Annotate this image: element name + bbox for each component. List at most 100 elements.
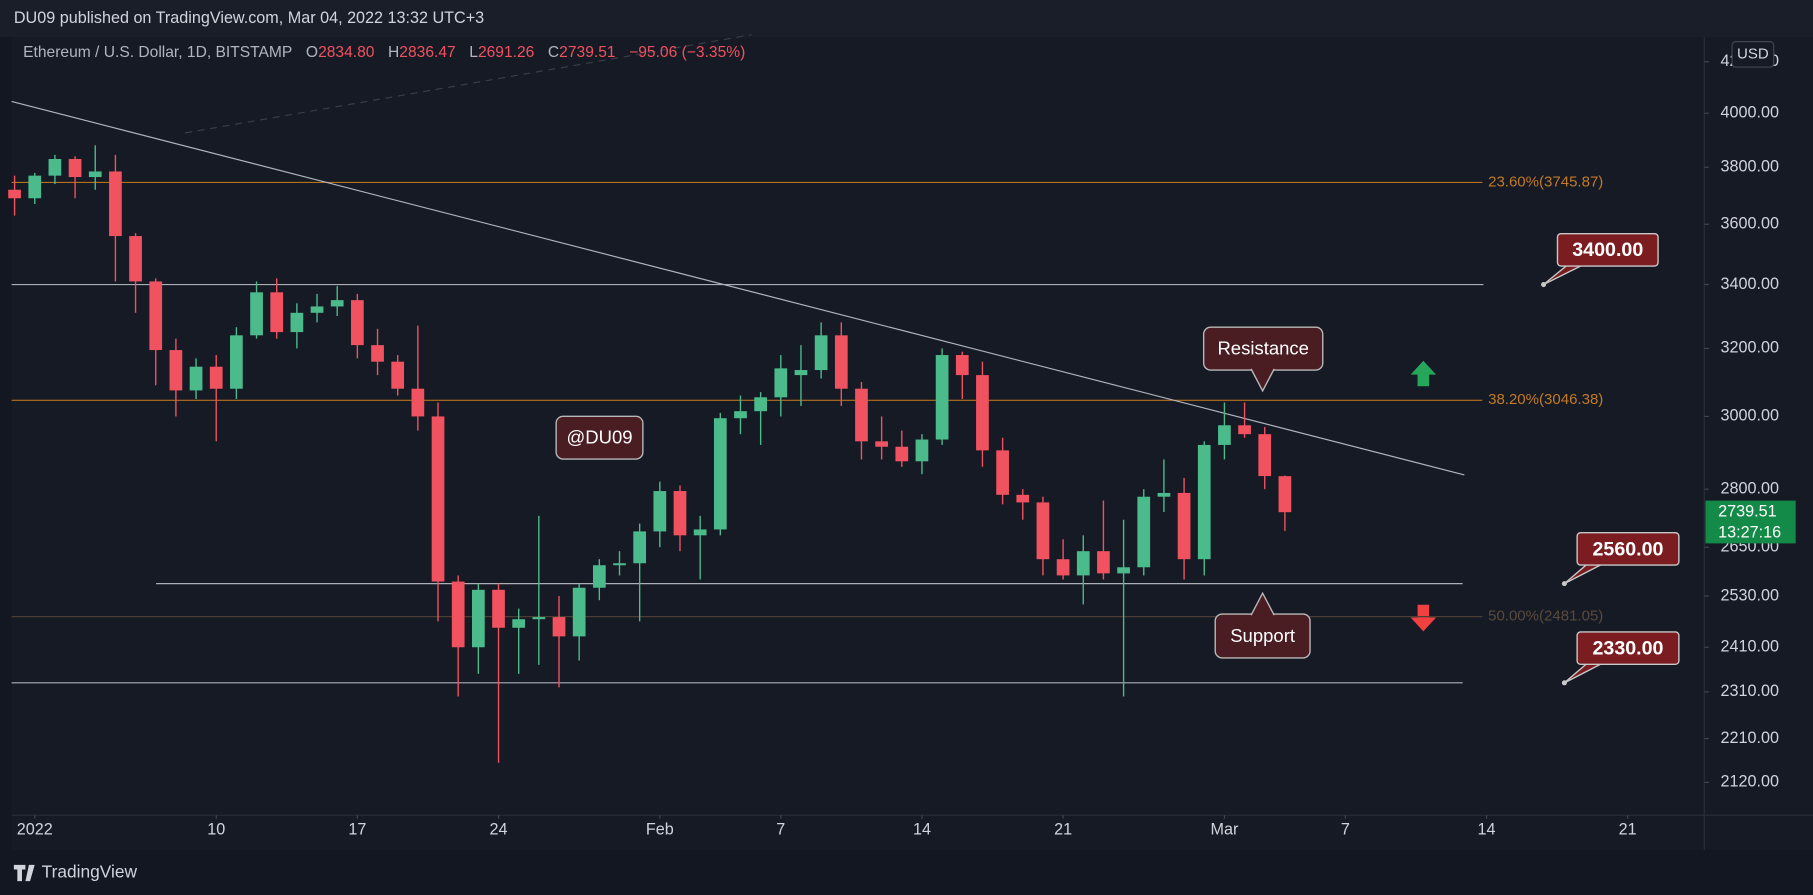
candle-body <box>250 292 263 336</box>
candle-body <box>774 368 788 398</box>
candle-body <box>1218 425 1231 445</box>
candle-body <box>149 281 163 351</box>
note: Resistance <box>1202 326 1324 393</box>
legend-key: O <box>306 44 318 61</box>
candle-body <box>330 300 344 307</box>
candle-body <box>129 236 142 282</box>
x-tick-label: 7 <box>776 821 785 839</box>
y-tick-label: 4000.00 <box>1721 104 1779 122</box>
candle-body <box>411 388 425 417</box>
fib-label: 50.00%(2481.05) <box>1488 608 1603 625</box>
candle-body <box>1258 434 1272 477</box>
candle-body <box>976 375 989 451</box>
x-tick-label: 14 <box>1478 821 1496 839</box>
candle-body <box>68 159 82 178</box>
level-callout: 3400.00 <box>1541 232 1659 288</box>
candle-body <box>290 312 304 333</box>
currency-button[interactable]: USD <box>1731 41 1775 68</box>
candle-body <box>48 159 62 176</box>
candle-body <box>351 300 364 346</box>
x-tick-label: 21 <box>1054 821 1072 839</box>
x-tick-label: 24 <box>490 821 508 839</box>
candle-body <box>1097 551 1110 574</box>
y-tick-label: 2800.00 <box>1721 479 1779 497</box>
candle-body <box>955 355 969 376</box>
x-tick-label: 10 <box>207 821 225 839</box>
logo <box>13 864 35 882</box>
level-callout: 2330.00 <box>1561 631 1680 686</box>
note: Support <box>1214 591 1311 659</box>
legend-title: Ethereum / U.S. Dollar, 1D, BITSTAMP <box>23 44 292 61</box>
legend-key: H <box>388 44 399 61</box>
candle-body <box>471 589 485 648</box>
y-tick-label: 3000.00 <box>1721 407 1779 425</box>
currency-label[interactable]: USD <box>1737 45 1769 62</box>
down-arrow <box>1410 604 1437 632</box>
x-tick-label: 14 <box>913 821 931 839</box>
candle-body <box>1056 559 1070 576</box>
candle-body <box>431 416 445 582</box>
time-axis <box>11 815 1705 850</box>
y-tick-label: 3600.00 <box>1721 215 1779 233</box>
note-pointer <box>1250 591 1275 616</box>
callout-anchor <box>1561 680 1567 686</box>
legend-value: 2691.26 <box>478 44 534 61</box>
candle-body <box>310 306 324 313</box>
note-pointer <box>1250 368 1275 393</box>
y-tick-label: 2210.00 <box>1721 729 1779 747</box>
note-label: @DU09 <box>566 427 632 448</box>
candle-body <box>875 441 888 447</box>
callout-label: 2560.00 <box>1593 538 1664 560</box>
legend-value: 2834.80 <box>318 44 375 61</box>
level-callout: 2560.00 <box>1561 532 1680 587</box>
price-axis <box>1704 37 1813 850</box>
candle-body <box>814 335 828 371</box>
callout-label: 2330.00 <box>1593 637 1664 659</box>
candle-body <box>371 345 384 362</box>
candle-body <box>895 446 909 462</box>
callout-anchor <box>1561 581 1567 587</box>
y-tick-label: 3400.00 <box>1721 275 1779 293</box>
candle-body <box>209 366 223 389</box>
last-price-tag <box>1705 500 1796 544</box>
fib-label: 23.60%(3745.87) <box>1488 173 1603 190</box>
x-tick-label: Mar <box>1210 821 1238 839</box>
x-tick-label: 2022 <box>17 821 53 839</box>
y-tick-label: 2120.00 <box>1721 773 1779 791</box>
note-box <box>555 415 644 460</box>
y-tick-label: 2410.00 <box>1721 638 1779 656</box>
callout-box <box>1556 232 1659 267</box>
candle-body <box>1117 567 1130 574</box>
last-price-label: 2739.51 <box>1718 502 1776 520</box>
footer-text: TradingView <box>42 862 138 882</box>
candle-body <box>451 581 465 648</box>
candle-body <box>693 529 707 536</box>
candle-body <box>653 491 667 532</box>
x-tick-label: 7 <box>1341 821 1350 839</box>
x-tick-label: 17 <box>348 821 366 839</box>
callout-label: 3400.00 <box>1572 239 1643 261</box>
candle-body <box>1137 496 1151 568</box>
candle-body <box>1157 492 1171 497</box>
candle-body <box>592 565 606 588</box>
candle-body <box>834 335 848 389</box>
countdown-label: 13:27:16 <box>1718 523 1781 541</box>
x-tick-label: Feb <box>646 821 674 839</box>
note: @DU09 <box>555 415 644 460</box>
candle-body <box>169 350 183 391</box>
candle-body <box>1177 492 1191 560</box>
candle-body <box>492 589 505 628</box>
x-tick-label: 21 <box>1619 821 1637 839</box>
candle-body <box>88 171 102 178</box>
y-tick-label: 2530.00 <box>1721 586 1779 604</box>
candle-body <box>1238 425 1251 435</box>
legend-key: C <box>548 44 559 61</box>
candle-body <box>1076 551 1090 576</box>
candle-body <box>713 418 727 530</box>
candle-body <box>512 619 526 628</box>
legend-change: −95.06 (−3.35%) <box>629 44 745 61</box>
note-label: Resistance <box>1217 338 1309 359</box>
candle-body <box>572 587 586 637</box>
